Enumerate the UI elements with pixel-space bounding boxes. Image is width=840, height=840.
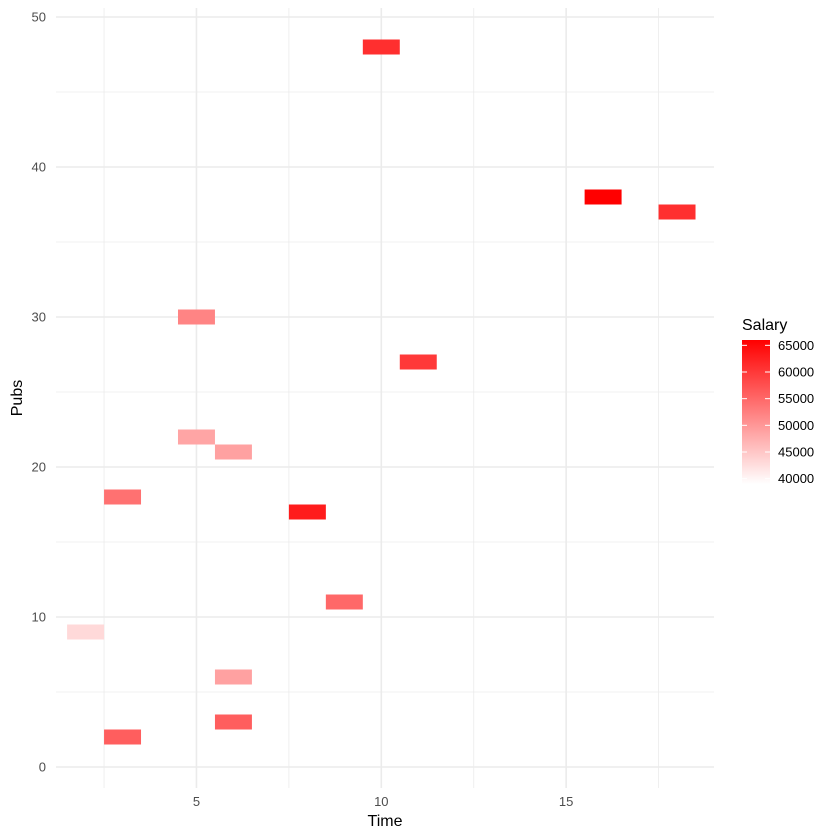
legend-title: Salary (742, 317, 787, 334)
y-axis-tick-labels: 0 10 20 30 40 50 (32, 10, 46, 775)
legend-tick-label: 50000 (778, 418, 814, 433)
heatmap-tile (177, 429, 215, 445)
minor-gridlines (56, 8, 714, 788)
legend-tick-label: 40000 (778, 471, 814, 486)
x-axis-tick-labels: 5 10 15 (193, 794, 574, 809)
y-axis-title: Pubs (9, 380, 26, 416)
heatmap-tile (214, 714, 252, 730)
legend-tick-label: 60000 (778, 365, 814, 380)
heatmap-tile (288, 504, 326, 520)
heatmap-tile (104, 489, 142, 505)
x-axis-title: Time (368, 813, 403, 830)
y-tick-label: 10 (32, 610, 46, 625)
data-tiles (67, 39, 696, 745)
heatmap-tile (177, 309, 215, 325)
x-tick-label: 10 (374, 794, 388, 809)
heatmap-tile (399, 354, 437, 370)
y-tick-label: 30 (32, 310, 46, 325)
heatmap-tile (214, 444, 252, 460)
heatmap-tile (214, 669, 252, 685)
y-tick-label: 50 (32, 10, 46, 25)
legend: Salary 40000 45000 50000 55000 60000 65000 (742, 317, 814, 486)
heatmap-tile (67, 624, 105, 640)
heatmap-tile (584, 189, 622, 205)
heatmap-tile (658, 204, 696, 220)
legend-colorbar (742, 340, 770, 484)
legend-tick-labels: 40000 45000 50000 55000 60000 65000 (742, 338, 814, 486)
legend-tick-label: 55000 (778, 391, 814, 406)
y-tick-label: 0 (39, 760, 46, 775)
major-gridlines (56, 8, 714, 788)
heatmap-tile (104, 729, 142, 745)
legend-tick-label: 45000 (778, 445, 814, 460)
x-tick-label: 15 (559, 794, 573, 809)
legend-tick-label: 65000 (778, 338, 814, 353)
heatmap-tile (362, 39, 400, 55)
y-tick-label: 40 (32, 160, 46, 175)
x-tick-label: 5 (193, 794, 200, 809)
heatmap-tile (325, 594, 363, 610)
y-tick-label: 20 (32, 460, 46, 475)
